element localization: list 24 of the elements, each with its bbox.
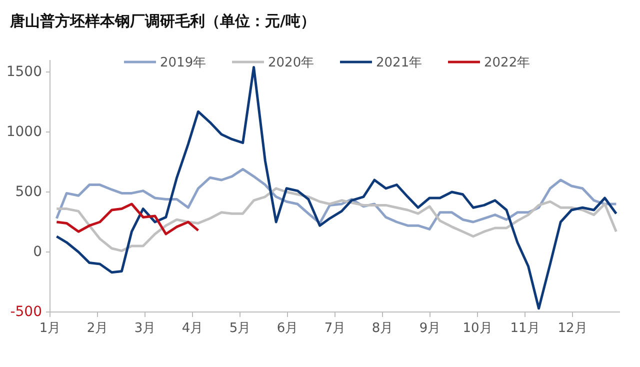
x-tick-label: 7月 (324, 321, 346, 336)
x-tick-label: 2月 (86, 321, 108, 336)
legend-label: 2021年 (376, 56, 422, 71)
y-tick-label: 1500 (6, 64, 42, 80)
x-tick-label: 5月 (229, 321, 251, 336)
legend-label: 2022年 (484, 56, 530, 71)
x-tick-label: 6月 (276, 321, 298, 336)
y-tick-label: 0 (33, 244, 42, 260)
legend-label: 2019年 (160, 56, 206, 71)
y-tick-label: -500 (10, 304, 42, 320)
x-tick-label: 9月 (419, 321, 441, 336)
x-tick-label: 10月 (462, 321, 492, 336)
line-series (55, 202, 200, 236)
x-tick-label: 8月 (372, 321, 394, 336)
legend-label: 2020年 (268, 56, 314, 71)
chart-title: 唐山普方坯样本钢厂调研毛利（单位：元/吨） (9, 12, 316, 30)
x-tick-label: 11月 (510, 321, 540, 336)
line-series (55, 187, 618, 252)
x-tick-label: 1月 (39, 321, 61, 336)
x-tick-label: 3月 (134, 321, 156, 336)
y-tick-label: 1000 (6, 124, 42, 140)
x-tick-label: 4月 (182, 321, 204, 336)
y-tick-label: 500 (15, 184, 42, 200)
x-tick-label: 12月 (558, 321, 588, 336)
